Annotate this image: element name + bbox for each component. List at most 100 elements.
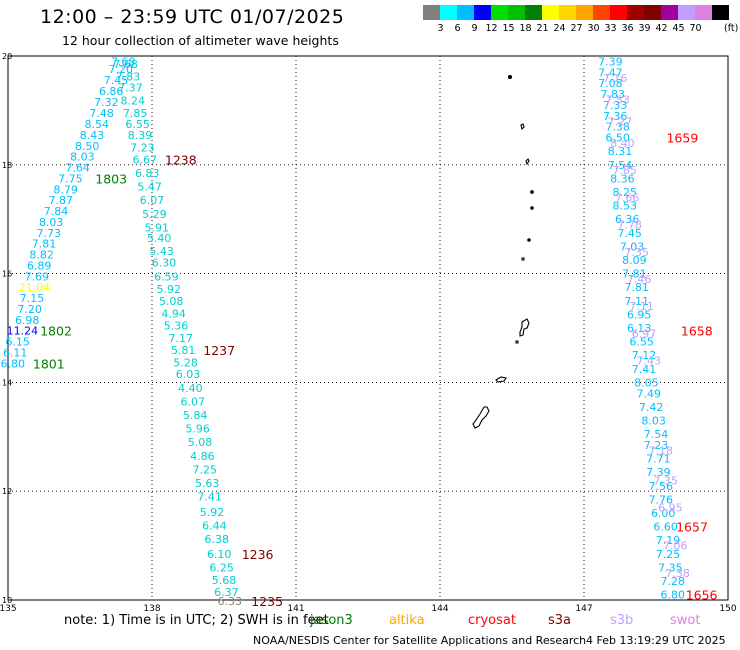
wave-height-value: 21.04 — [19, 281, 51, 294]
wave-height-value: 6.59 — [154, 270, 179, 283]
wave-height-value: 7.42 — [639, 401, 664, 414]
wave-height-value: 7.46 — [627, 273, 652, 286]
wave-height-value: 7.36 — [603, 110, 628, 123]
colorbar-swatch — [491, 5, 508, 20]
pass-time-label: 1238 — [165, 152, 197, 167]
colorbar-swatch — [593, 5, 610, 20]
wave-height-value: 7.83 — [601, 88, 626, 101]
wave-height-value: 5.47 — [137, 181, 162, 194]
wave-height-value: 6.07 — [140, 194, 165, 207]
pass-time-label: 1237 — [203, 343, 235, 358]
chart-subtitle: 12 hour collection of altimeter wave hei… — [62, 33, 339, 48]
credit-text: NOAA/NESDIS Center for Satellite Applica… — [253, 634, 587, 647]
colorbar-label: 9 — [471, 23, 478, 34]
island-4 — [530, 190, 534, 194]
x-tick-label: 147 — [575, 604, 592, 614]
legend-s3a: s3a — [548, 613, 572, 628]
wave-height-value: 7.53 — [605, 94, 630, 107]
x-tick-label: 135 — [0, 604, 17, 614]
wave-height-value: 7.85 — [123, 107, 148, 120]
wave-height-value: 7.20 — [17, 303, 42, 316]
colorbar-swatch — [559, 5, 576, 20]
pass-time-label: 1659 — [666, 131, 698, 146]
track-1803-1801: 7.687.207.456.867.327.488.548.438.508.03… — [1, 55, 136, 371]
wave-height-value: 7.54 — [644, 428, 669, 441]
colorbar-swatch — [542, 5, 559, 20]
colorbar-label: 33 — [604, 23, 617, 34]
colorbar-label: 12 — [485, 23, 498, 34]
island-saipan-tinian — [519, 318, 530, 337]
wave-height-value: 8.43 — [80, 129, 105, 142]
wave-height-value: 7.23 — [130, 141, 155, 154]
wave-height-value: 6.00 — [651, 507, 676, 520]
wave-height-value: 5.96 — [185, 423, 210, 436]
wave-height-value: 5.81 — [171, 344, 196, 357]
wave-height-value: 7.49 — [637, 387, 662, 400]
wave-height-value: 7.23 — [644, 439, 669, 452]
pass-time-label: 1236 — [242, 547, 274, 562]
wave-height-value: 4.40 — [178, 382, 203, 395]
colorbar-swatch — [525, 5, 542, 20]
colorbar-swatch — [627, 5, 644, 20]
wave-height-value: 6.37 — [214, 586, 239, 599]
wave-height-value: 7.11 — [629, 300, 654, 313]
wave-height-value: 5.28 — [173, 356, 198, 369]
wave-height-value: 6.80 — [661, 589, 686, 602]
island-1 — [507, 74, 513, 80]
wave-height-value: 8.54 — [85, 118, 110, 131]
wave-height-value: 7.25 — [656, 548, 681, 561]
wave-height-value: 8.03 — [641, 414, 666, 427]
colorbar-swatch — [508, 5, 525, 20]
colorbar-label: 39 — [638, 23, 651, 34]
x-tick-label: 150 — [719, 604, 736, 614]
wave-height-value: 7.18 — [649, 444, 674, 457]
wave-height-value: 6.10 — [207, 548, 232, 561]
wave-height-value: 6.55 — [629, 336, 654, 349]
wave-height-value: 7.39 — [646, 466, 671, 479]
wave-height-value: 7.15 — [20, 292, 45, 305]
wave-height-value: 7.37 — [118, 82, 143, 95]
colorbar-label: 70 — [689, 23, 702, 34]
colorbar-swatch — [695, 5, 712, 20]
x-tick-label: 144 — [431, 604, 448, 614]
colorbar-label: 3 — [437, 23, 444, 34]
wave-height-value: 7.39 — [598, 55, 623, 68]
wave-height-value: 7.81 — [625, 281, 650, 294]
island-6 — [527, 238, 531, 242]
wave-height-value: 7.84 — [44, 205, 69, 218]
wave-height-value: 7.76 — [649, 493, 674, 506]
colorbar-swatch — [474, 5, 491, 20]
island-8 — [515, 340, 519, 344]
wave-height-value: 7.03 — [620, 240, 645, 253]
colorbar-swatch — [610, 5, 627, 20]
wave-height-value: 7.45 — [104, 74, 129, 87]
colorbar-label: 27 — [570, 23, 583, 34]
colorbar-label: 24 — [553, 23, 566, 34]
axis-tick-labels: 135 138 141 144 147 150 10 12 14 16 18 20 — [0, 52, 737, 614]
wave-height-value: 7.38 — [605, 121, 630, 134]
wave-height-value: 5.91 — [145, 221, 170, 234]
wave-height-value: 7.17 — [169, 332, 194, 345]
island-guam — [472, 406, 490, 429]
x-tick-label: 141 — [287, 604, 304, 614]
island-5 — [530, 206, 534, 210]
wave-height-value: 7.11 — [625, 295, 650, 308]
track-1659-1656-a: 7.397.477.087.837.337.367.386.508.317.54… — [598, 55, 717, 602]
wave-height-value: 7.27 — [608, 115, 633, 128]
wave-height-value: 7.25 — [193, 463, 218, 476]
pass-time-label: 1803 — [95, 171, 127, 186]
legend-cryosat: cryosat — [468, 613, 516, 628]
wave-height-value: 6.80 — [1, 357, 26, 370]
wave-height-value: 6.60 — [653, 521, 678, 534]
wave-height-value: 11.24 — [7, 325, 39, 338]
wave-height-value: 8.79 — [53, 183, 78, 196]
colorbar-swatch — [678, 5, 695, 20]
x-tick-label: 138 — [143, 604, 160, 614]
wave-height-value: 7.85 — [613, 164, 638, 177]
wave-height-value: 6.36 — [615, 213, 640, 226]
y-tick-label: 18 — [2, 161, 12, 170]
wave-height-value: 5.08 — [188, 436, 213, 449]
wave-height-value: 7.64 — [65, 162, 90, 175]
legend-s3b: s3b — [610, 613, 634, 628]
